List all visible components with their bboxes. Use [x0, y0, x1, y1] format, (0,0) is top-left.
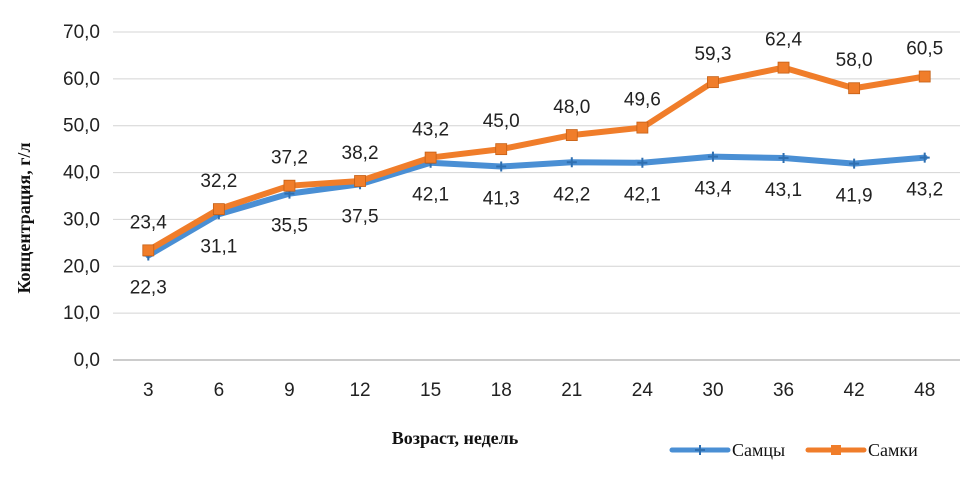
x-tick-label: 3: [143, 380, 154, 401]
x-tick-label: 36: [773, 380, 794, 401]
series-markers: [142, 61, 931, 261]
y-tick-label: 40,0: [63, 163, 100, 184]
x-axis-ticks: 3 6 9 12 15 18 21 24 30 36 42 48: [143, 380, 935, 401]
legend-label: Самки: [868, 440, 918, 460]
data-label: 38,2: [342, 143, 379, 164]
y-tick-label: 0,0: [74, 350, 100, 371]
x-tick-label: 6: [214, 380, 225, 401]
data-label: 35,5: [271, 216, 308, 237]
data-label: 60,5: [906, 39, 943, 60]
x-tick-label: 24: [632, 380, 654, 401]
data-label: 43,1: [765, 180, 802, 201]
series-line-1: [145, 153, 928, 259]
y-tick-label: 50,0: [63, 116, 100, 137]
data-label: 42,1: [624, 185, 661, 206]
data-label: 42,2: [553, 184, 590, 205]
data-point: [142, 244, 155, 257]
y-tick-label: 60,0: [63, 69, 100, 90]
legend-marker: [831, 445, 841, 455]
data-label: 31,1: [200, 236, 237, 257]
data-label: 41,9: [836, 186, 873, 207]
data-label: 22,3: [130, 278, 167, 299]
y-axis-title: Концентрация, г/л: [14, 142, 34, 293]
data-label: 45,0: [483, 111, 520, 132]
data-point: [566, 157, 577, 168]
data-label: 41,3: [483, 188, 520, 209]
x-tick-label: 18: [491, 380, 512, 401]
data-label: 43,2: [412, 120, 449, 141]
data-label: 37,2: [271, 148, 308, 169]
data-labels: 22,3 23,4 31,1 32,2 35,5 37,2 37,5 38,2 42,1 43,2…: [130, 30, 943, 299]
data-point: [212, 203, 225, 216]
y-axis-ticks: 0,0 10,0 20,0 30,0 40,0 50,0 60,0 70,0: [63, 22, 100, 371]
y-tick-label: 70,0: [63, 22, 100, 43]
data-label: 43,4: [694, 179, 731, 200]
data-label: 43,2: [906, 180, 943, 201]
legend-marker: [695, 445, 705, 455]
series-lines: [145, 64, 928, 259]
data-point: [424, 151, 437, 164]
data-label: 49,6: [624, 90, 661, 111]
x-tick-label: 21: [561, 380, 582, 401]
legend-label: Самцы: [732, 440, 785, 460]
data-label: 58,0: [836, 50, 873, 71]
data-label: 59,3: [694, 44, 731, 65]
y-tick-label: 20,0: [63, 256, 100, 277]
data-label: 32,2: [200, 171, 237, 192]
data-label: 42,1: [412, 185, 449, 206]
legend: Самцы Самки: [669, 440, 918, 460]
data-label: 37,5: [342, 206, 379, 227]
y-tick-label: 30,0: [63, 209, 100, 230]
x-axis-title: Возраст, недель: [392, 428, 519, 448]
data-point: [849, 158, 860, 169]
data-point: [848, 82, 861, 95]
data-point: [707, 151, 718, 162]
y-tick-label: 10,0: [63, 303, 100, 324]
data-point: [778, 153, 789, 164]
data-point: [354, 175, 366, 187]
grid-lines: [113, 31, 960, 361]
data-point: [496, 161, 507, 172]
data-label: 48,0: [553, 97, 590, 118]
data-label: 23,4: [130, 212, 167, 233]
data-point: [636, 121, 649, 134]
data-point: [283, 179, 296, 192]
x-tick-label: 30: [702, 380, 723, 401]
data-point: [919, 152, 930, 163]
data-point: [565, 129, 578, 141]
x-tick-label: 15: [420, 380, 441, 401]
data-point: [707, 76, 719, 89]
data-point: [777, 61, 790, 74]
x-tick-label: 9: [284, 380, 295, 401]
data-point: [637, 157, 648, 168]
data-label: 62,4: [765, 30, 802, 51]
x-tick-label: 12: [349, 380, 370, 401]
series-line-2: [145, 64, 928, 254]
data-point: [495, 143, 508, 156]
x-tick-label: 48: [914, 380, 935, 401]
x-tick-label: 42: [844, 380, 865, 401]
data-point: [918, 70, 931, 83]
